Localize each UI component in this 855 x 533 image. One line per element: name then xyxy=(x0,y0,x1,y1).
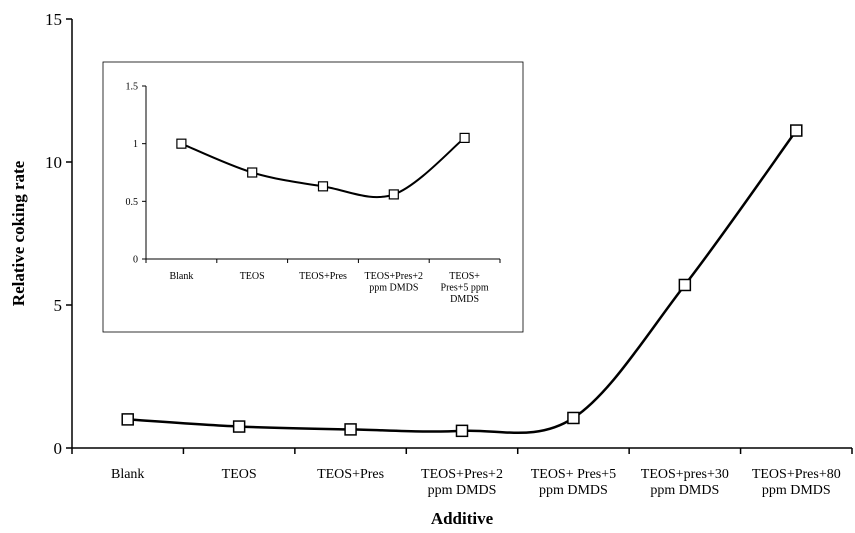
y-tick-label: 5 xyxy=(54,296,63,315)
data-point-marker xyxy=(388,189,399,200)
y-tick-label: 15 xyxy=(45,10,62,29)
inset-plot-area: 0 0.5 1 1.5 Blank TEOS TEOS+Pres TEOS+Pres+2 ppm… xyxy=(102,61,524,333)
data-point-marker xyxy=(232,420,246,433)
data-point-marker xyxy=(121,413,134,426)
y-tick-label: 0 xyxy=(54,439,63,458)
x-category-label: TEOS+Pres+80 ppm DMDS xyxy=(752,467,841,498)
x-axis-title: Additive xyxy=(431,509,494,528)
x-category-label: TEOS+ Pres+5 ppm DMDS xyxy=(531,467,616,498)
y-axis-title: Relative coking rate xyxy=(9,160,28,306)
y-tick-label: 1.5 xyxy=(126,82,139,93)
x-category-label: TEOS xyxy=(222,467,257,482)
x-category-label: TEOS+Pres xyxy=(299,271,347,282)
x-category-label: TEOS+pres+30 ppm DMDS xyxy=(641,467,729,498)
y-tick-label: 10 xyxy=(45,153,62,172)
data-point-marker xyxy=(790,124,803,137)
x-category-label: TEOS+Pres+2 ppm DMDS xyxy=(421,467,503,498)
x-category-label: TEOS xyxy=(240,271,265,282)
data-point-marker xyxy=(567,411,580,425)
data-point-marker xyxy=(317,181,329,192)
x-category-label: Blank xyxy=(111,467,144,482)
y-tick-label: 0 xyxy=(133,255,138,266)
x-category-label: TEOS+ Pres+5 ppm DMDS xyxy=(441,271,489,305)
inset-frame xyxy=(102,61,524,333)
y-tick-label: 1 xyxy=(133,139,138,150)
data-point-marker xyxy=(455,424,469,438)
data-point-marker xyxy=(344,423,357,436)
data-point-marker xyxy=(459,132,470,143)
x-category-label: TEOS+Pres xyxy=(317,467,384,482)
y-tick-label: 0.5 xyxy=(126,197,139,208)
data-point-marker xyxy=(176,138,187,149)
x-category-label: Blank xyxy=(169,271,193,282)
x-category-label: TEOS+Pres+2 ppm DMDS xyxy=(365,271,424,294)
data-point-marker xyxy=(247,167,258,178)
data-point-marker xyxy=(678,278,692,292)
